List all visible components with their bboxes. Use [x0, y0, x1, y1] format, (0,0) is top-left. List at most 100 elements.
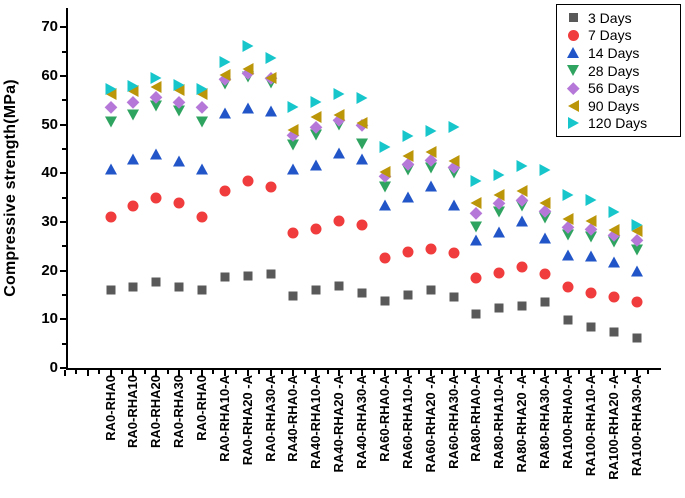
data-point — [563, 315, 573, 325]
data-point — [356, 219, 368, 231]
data-point — [106, 285, 115, 295]
data-point — [151, 277, 161, 287]
x-minor-tick — [75, 370, 78, 374]
data-point — [586, 322, 596, 332]
x-category-label: RA100-RHA30-A — [628, 375, 644, 477]
x-minor-tick — [624, 370, 627, 374]
data-point — [608, 291, 620, 303]
data-point — [265, 51, 277, 64]
data-point — [195, 116, 208, 128]
x-category-label: RA0-RHA30 — [171, 375, 187, 448]
data-point — [357, 288, 367, 298]
legend-item: 90 Days — [565, 97, 676, 115]
y-major-tick — [60, 221, 66, 224]
square-marker-icon — [565, 13, 581, 23]
data-point — [311, 285, 321, 295]
legend-label: 56 Days — [588, 80, 640, 97]
data-point — [379, 252, 391, 264]
data-point — [402, 246, 414, 258]
data-point — [127, 153, 140, 165]
x-minor-tick — [349, 370, 352, 374]
x-major-tick — [86, 370, 89, 376]
x-minor-tick — [166, 370, 169, 374]
y-minor-tick — [62, 294, 66, 297]
y-tick-label: 40 — [41, 164, 58, 182]
y-minor-tick — [62, 196, 66, 199]
x-major-tick — [635, 370, 638, 376]
data-point — [630, 265, 643, 277]
data-point — [174, 282, 184, 292]
data-point — [310, 129, 323, 141]
x-minor-tick — [303, 370, 306, 374]
y-tick-label: 50 — [41, 115, 58, 133]
y-tick-label: 70 — [41, 18, 58, 36]
x-minor-tick — [189, 370, 192, 374]
data-point — [516, 184, 528, 197]
data-point — [493, 206, 506, 218]
y-minor-tick — [62, 245, 66, 248]
data-point — [243, 271, 253, 281]
triangle-down-marker-icon — [565, 65, 581, 77]
data-point — [310, 159, 323, 171]
data-point — [150, 148, 163, 160]
data-point — [561, 249, 574, 261]
x-category-label: RA100-RHA0-A — [559, 375, 575, 469]
data-point — [631, 219, 642, 232]
data-point — [470, 197, 482, 210]
triangle-right-marker-icon — [565, 117, 581, 130]
x-minor-tick — [326, 370, 329, 374]
x-major-tick — [132, 370, 135, 376]
data-point — [447, 167, 460, 179]
y-minor-tick — [62, 99, 66, 102]
x-category-label: RA40-RHA20 -A — [331, 375, 347, 473]
data-point — [585, 287, 597, 299]
data-point — [609, 327, 619, 337]
x-major-tick — [612, 370, 615, 376]
x-minor-tick — [120, 370, 123, 374]
x-category-label: RA60-RHA20 -A — [422, 375, 438, 473]
x-minor-tick — [486, 370, 489, 374]
x-category-label: RA40-RHA10-A — [308, 375, 324, 469]
data-point — [333, 108, 345, 121]
y-minor-tick — [62, 50, 66, 53]
data-point — [607, 236, 620, 248]
data-point — [471, 309, 481, 319]
data-point — [561, 229, 574, 241]
data-point — [334, 281, 344, 291]
x-category-label: RA80-RHA30-A — [537, 375, 553, 469]
data-point — [516, 215, 529, 227]
data-point — [173, 105, 186, 117]
data-point — [380, 296, 390, 306]
data-point — [493, 267, 505, 279]
data-point — [356, 138, 369, 150]
data-point — [379, 165, 391, 178]
legend-label: 28 Days — [588, 62, 640, 79]
x-category-label: RA40-RHA0-A — [285, 375, 301, 462]
data-point — [424, 180, 437, 192]
data-point — [104, 163, 117, 175]
data-point — [150, 81, 162, 94]
data-point — [356, 92, 368, 105]
x-category-label: RA40-RHA30-A — [354, 375, 370, 469]
y-major-tick — [60, 367, 66, 369]
y-major-tick — [60, 269, 66, 272]
data-point — [127, 109, 140, 121]
data-point — [562, 212, 574, 225]
legend-item: 3 Days — [565, 9, 676, 27]
data-point — [608, 223, 620, 236]
legend: 3 Days 7 Days 14 Days 28 Days 56 Days 90 Days… — [556, 4, 681, 138]
data-point — [539, 164, 551, 177]
legend-label: 120 Days — [588, 115, 648, 132]
x-major-tick — [109, 370, 112, 376]
data-point — [424, 162, 437, 174]
x-minor-tick — [441, 370, 444, 374]
data-point — [105, 82, 116, 95]
data-point — [127, 79, 139, 92]
diamond-marker-icon — [565, 82, 581, 95]
data-point — [425, 125, 437, 138]
data-point — [219, 69, 231, 82]
y-major-tick — [60, 318, 66, 321]
x-major-tick — [269, 370, 272, 376]
data-point — [173, 197, 185, 209]
